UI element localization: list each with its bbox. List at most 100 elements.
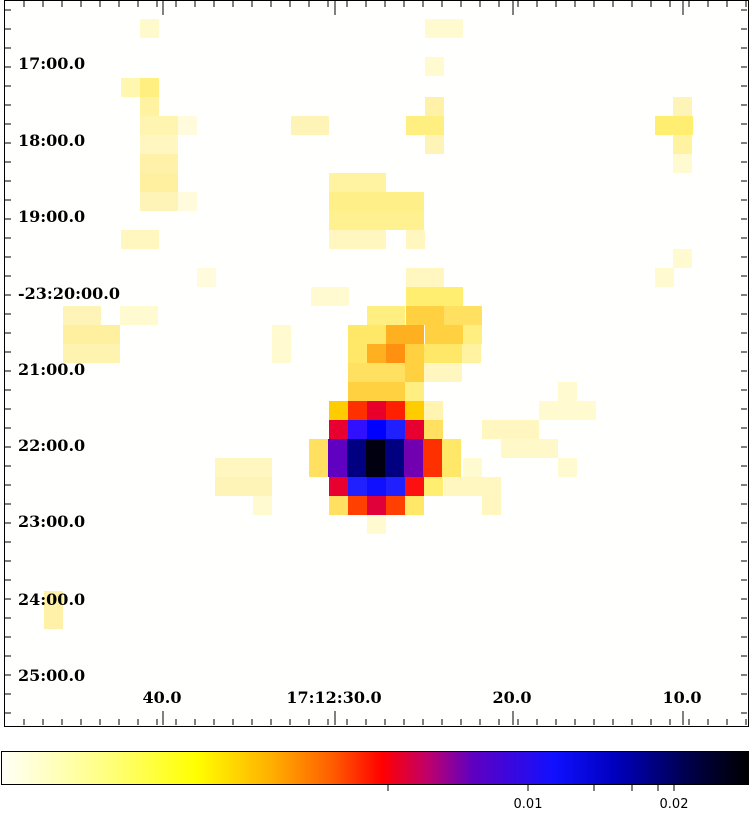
image-pixel-63: [348, 420, 367, 439]
image-pixel-17: [425, 57, 444, 76]
dec-label-19: 19:00.0: [18, 207, 86, 226]
image-pixel-64: [367, 420, 386, 439]
image-pixel-25: [673, 154, 692, 173]
image-pixel-83: [348, 496, 367, 515]
image-pixel-57: [348, 401, 367, 420]
dec-label-22: 22:00.0: [18, 436, 86, 455]
image-pixel-78: [367, 477, 386, 496]
image-pixel-7: [140, 173, 178, 192]
image-pixel-8: [140, 192, 178, 211]
image-pixel-16: [425, 19, 463, 38]
image-pixel-62: [329, 420, 348, 439]
image-pixel-80: [405, 477, 424, 496]
image-pixel-32: [406, 230, 425, 249]
image-pixel-4: [140, 116, 178, 135]
dec-label-23: 23:00.0: [18, 512, 86, 531]
ra-label-40: 40.0: [142, 688, 182, 707]
image-pixel-82: [329, 496, 348, 515]
image-pixel-11: [178, 192, 197, 211]
image-pixel-98: [253, 496, 272, 515]
image-pixel-22: [673, 97, 692, 116]
image-pixel-73: [404, 439, 423, 477]
dec-label-20: -23:20:00.0: [18, 284, 120, 303]
image-pixel-55: [272, 325, 291, 363]
image-pixel-49: [462, 344, 481, 363]
image-pixel-99: [44, 591, 63, 629]
image-pixel-47: [405, 344, 424, 363]
image-pixel-84: [367, 496, 386, 515]
image-pixel-51: [405, 363, 424, 382]
image-pixel-53: [348, 382, 405, 401]
image-frame: [4, 0, 749, 727]
image-pixel-93: [558, 382, 577, 401]
colorbar-ticks: [387, 785, 675, 791]
image-pixel-96: [215, 458, 272, 477]
image-pixel-70: [347, 439, 366, 477]
image-pixel-0: [140, 19, 159, 38]
image-pixel-33: [197, 268, 216, 287]
image-pixel-48: [424, 344, 462, 363]
image-pixel-79: [386, 477, 405, 496]
image-pixel-10: [178, 116, 197, 135]
image-pixel-14: [63, 344, 120, 363]
image-pixel-95: [463, 458, 482, 477]
image-pixel-75: [442, 439, 461, 477]
image-pixel-26: [655, 268, 674, 287]
colorbar-label-0-02: 0.02: [659, 797, 689, 812]
image-pixel-21: [291, 116, 329, 135]
image-pixel-72: [385, 439, 404, 477]
image-pixel-66: [405, 420, 424, 439]
image-pixel-42: [425, 325, 463, 344]
image-pixel-90: [444, 477, 501, 496]
image-pixel-87: [367, 515, 386, 534]
image-pixel-40: [348, 325, 386, 344]
image-pixel-60: [405, 401, 424, 420]
image-pixel-65: [386, 420, 405, 439]
image-pixel-89: [501, 439, 558, 458]
image-pixel-88: [482, 420, 539, 439]
dec-label-21: 21:00.0: [18, 360, 86, 379]
sky-image: [5, 1, 747, 725]
image-pixel-41: [386, 325, 424, 344]
ra-label-10: 10.0: [662, 688, 702, 707]
image-pixel-36: [406, 287, 463, 306]
image-pixel-13: [63, 325, 120, 344]
image-pixel-91: [482, 496, 501, 515]
image-pixel-19: [406, 116, 444, 135]
ra-label-20: 20.0: [492, 688, 532, 707]
image-pixel-34: [406, 268, 444, 287]
image-pixel-29: [329, 192, 424, 211]
image-pixel-28: [329, 173, 386, 192]
image-pixel-20: [425, 135, 444, 154]
image-pixel-15: [120, 306, 158, 325]
image-pixel-61: [424, 401, 443, 420]
image-pixel-58: [367, 401, 386, 420]
dec-label-18: 18:00.0: [18, 131, 86, 150]
image-pixel-43: [463, 325, 482, 344]
dec-label-17: 17:00.0: [18, 54, 86, 73]
image-pixel-44: [348, 344, 367, 363]
image-pixel-2: [140, 78, 159, 97]
image-pixel-54: [405, 382, 424, 401]
image-pixel-9: [121, 230, 159, 249]
image-pixel-1: [121, 78, 140, 97]
image-pixel-85: [386, 496, 405, 515]
image-pixel-45: [367, 344, 386, 363]
image-pixel-92: [539, 401, 596, 420]
image-pixel-18: [425, 97, 444, 116]
image-pixel-77: [348, 477, 367, 496]
image-pixel-52: [424, 363, 462, 382]
image-pixel-76: [329, 477, 348, 496]
image-pixel-31: [329, 230, 386, 249]
image-pixel-74: [423, 439, 442, 477]
image-pixel-37: [367, 306, 405, 325]
image-pixel-27: [673, 249, 692, 268]
image-pixel-12: [63, 306, 101, 325]
image-pixel-50: [348, 363, 405, 382]
image-pixel-59: [386, 401, 405, 420]
image-pixel-6: [140, 154, 178, 173]
image-pixel-24: [673, 135, 692, 154]
image-pixel-69: [328, 439, 347, 477]
image-pixel-81: [424, 477, 443, 496]
image-pixel-39: [444, 306, 482, 325]
